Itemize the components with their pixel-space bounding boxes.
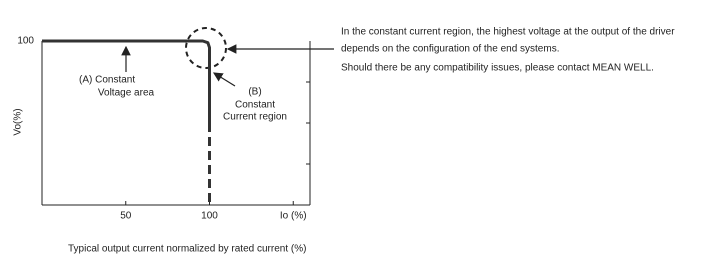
arrow [212, 72, 236, 87]
annotation: Current region [223, 112, 287, 123]
note: Should there be any compatibility issues… [341, 63, 654, 74]
annotation: Constant [235, 100, 275, 111]
x-tick-label: 50 [120, 211, 132, 222]
y-tick-label: 100 [17, 36, 34, 47]
annotation: (B) [248, 87, 261, 98]
y-axis-label: Vo(%) [13, 108, 24, 135]
caption: Typical output current normalized by rat… [68, 244, 306, 255]
note: depends on the configuration of the end … [341, 44, 559, 55]
highlight-circle [185, 27, 227, 69]
note: In the constant current region, the high… [341, 27, 675, 38]
annotation: Voltage area [98, 88, 155, 99]
x-tick-label: 100 [201, 211, 218, 222]
annotation: (A) Constant [79, 75, 135, 86]
x-tick-label: Io (%) [280, 211, 307, 222]
line [42, 39, 211, 123]
